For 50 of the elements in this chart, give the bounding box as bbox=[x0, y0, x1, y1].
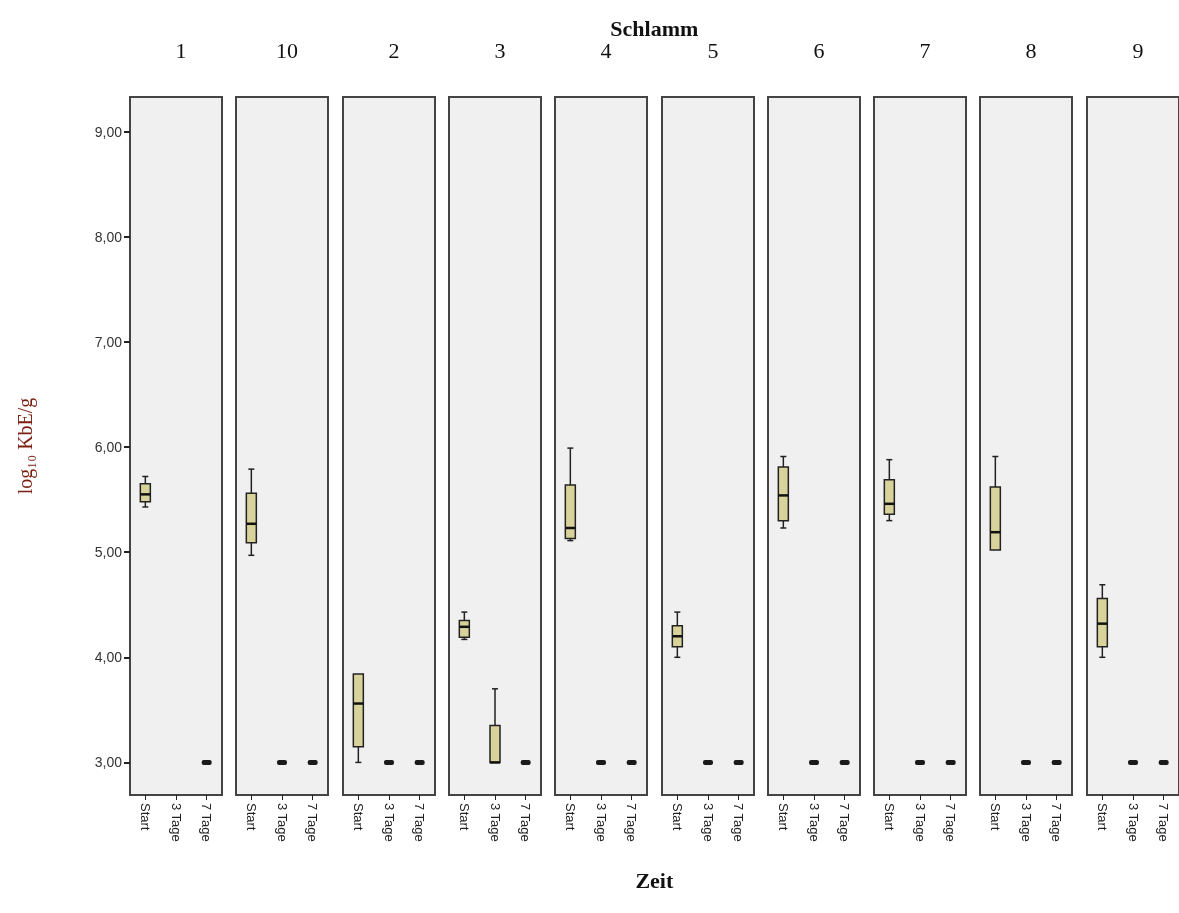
x-tick-label: Start bbox=[988, 803, 1004, 831]
x-tick-label: 7 Tage bbox=[1155, 803, 1171, 842]
chart-title: 5 bbox=[707, 37, 718, 63]
y-tick-label: 9,00 bbox=[94, 123, 123, 140]
y-tick-label: 4,00 bbox=[94, 649, 123, 666]
x-tick-label: Start bbox=[669, 803, 685, 831]
y-tick-label: 7,00 bbox=[94, 333, 123, 350]
text: Zeit bbox=[634, 868, 675, 894]
x-tick-label: 3 Tage bbox=[700, 803, 715, 842]
x-tick-label: 3 Tage bbox=[1125, 803, 1141, 842]
x-tick-label: 7 Tage bbox=[199, 803, 215, 842]
x-tick-label: 7 Tage bbox=[624, 803, 640, 842]
chart-title: 6 bbox=[813, 37, 825, 63]
x-tick-label: Start bbox=[244, 803, 260, 831]
x-tick-label: 7 Tage bbox=[305, 803, 321, 842]
chart-title: 7 bbox=[919, 37, 931, 63]
x-tick-label: 7 Tage bbox=[943, 803, 959, 842]
y-tick-label: 5,00 bbox=[94, 544, 123, 561]
x-tick-label: 3 Tage bbox=[381, 803, 397, 842]
x-tick-label: 3 Tage bbox=[1018, 803, 1034, 842]
x-tick-label: 3 Tage bbox=[487, 803, 503, 842]
chart-title: 4 bbox=[600, 37, 612, 63]
x-tick-label: 3 Tage bbox=[912, 803, 928, 842]
x-tick-label: 3 Tage bbox=[806, 803, 822, 842]
chart-title: 8 bbox=[1025, 37, 1037, 63]
chart-title: 10 bbox=[276, 37, 299, 63]
x-tick-label: 7 Tage bbox=[518, 803, 534, 842]
x-tick-label: Start bbox=[775, 803, 791, 831]
y-tick-label: 3,00 bbox=[94, 754, 123, 771]
y-tick-label: 8,00 bbox=[94, 228, 123, 245]
x-tick-label: 3 Tage bbox=[274, 803, 290, 842]
y-axis-title: log₁₀ KbE/g bbox=[14, 397, 37, 495]
x-tick-label: Start bbox=[456, 803, 472, 831]
text: Schlamm bbox=[610, 16, 699, 41]
chart-title: 3 bbox=[494, 37, 506, 63]
x-tick-label: Start bbox=[137, 803, 153, 831]
x-tick-label: Start bbox=[1094, 803, 1110, 831]
chart-title: 9 bbox=[1132, 37, 1144, 63]
x-tick-label: 3 Tage bbox=[593, 803, 609, 842]
x-tick-label: 7 Tage bbox=[836, 803, 852, 842]
chart-title: 1 bbox=[175, 37, 187, 63]
x-tick-label: 3 Tage bbox=[168, 803, 184, 842]
y-tick-label: 6,00 bbox=[94, 439, 123, 456]
x-tick-label: Start bbox=[563, 803, 579, 831]
x-tick-label: 7 Tage bbox=[411, 803, 427, 842]
x-tick-label: 7 Tage bbox=[730, 803, 746, 842]
x-tick-label: 7 Tage bbox=[1049, 803, 1065, 842]
chart-title: 2 bbox=[388, 37, 400, 63]
x-tick-label: Start bbox=[350, 803, 366, 831]
x-tick-label: Start bbox=[881, 803, 897, 831]
